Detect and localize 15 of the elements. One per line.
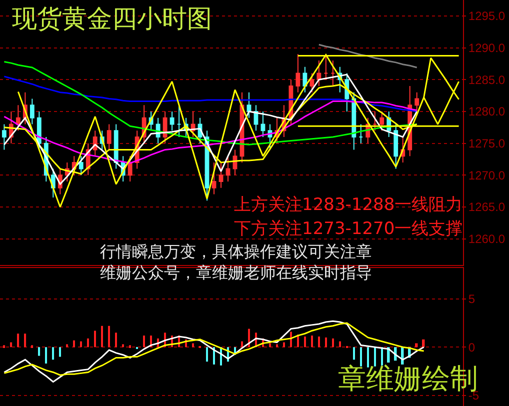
y-tick-label: 0 — [468, 340, 476, 354]
annotation: 下方关注1273-1270一线支撑 — [234, 219, 463, 239]
y-tick-label: 1270.0 — [468, 168, 506, 182]
y-tick-label: 1260.0 — [468, 232, 506, 246]
y-tick-label: 1280.0 — [468, 104, 506, 119]
y-tick-label: 1265.0 — [468, 200, 506, 214]
y-tick-label: 1295.0 — [468, 9, 506, 24]
y-tick-label: 1275.0 — [468, 136, 506, 151]
y-tick-label: 1285.0 — [468, 72, 506, 87]
annotation: 行情瞬息万变，具体操作建议可关注章 — [100, 242, 372, 261]
y-tick-label: 1290.0 — [468, 40, 506, 55]
annotation: 维姗公众号，章维姗老师在线实时指导 — [100, 263, 372, 282]
y-tick-label: 5 — [468, 292, 476, 306]
chart-title: 现货黄金四小时图 — [12, 4, 212, 33]
annotation: 上方关注1283-1288一线阻力 — [234, 195, 463, 215]
